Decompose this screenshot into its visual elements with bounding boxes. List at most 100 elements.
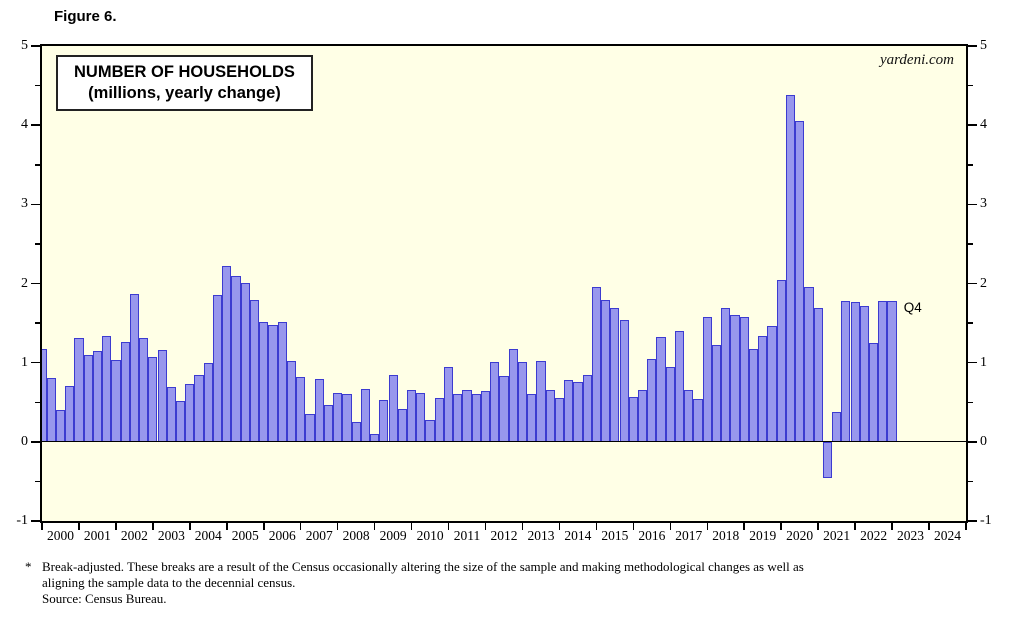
y-axis-label-left-5: 5 [21,38,28,53]
bar-2008Q3 [360,388,370,442]
bar-2018Q2 [721,308,731,442]
axis-tick [632,523,635,530]
bar-2022Q2 [868,342,879,442]
bar-2012Q2 [499,376,509,442]
footnote: * Break-adjusted. These breaks are a res… [25,559,1000,607]
bar-2011Q1 [453,394,463,442]
axis-tick [31,124,40,126]
axis-tick [31,520,40,522]
bar-2021Q3 [841,300,851,442]
axis-tick [35,164,40,166]
y-axis-label-right-1: 1 [980,354,987,370]
chart-title-box: NUMBER OF HOUSEHOLDS (millions, yearly c… [56,55,313,112]
y-axis-label-right-3: 3 [980,196,987,212]
bar-2015Q3 [619,319,629,442]
x-axis-year-2018: 2018 [712,528,740,543]
bar-2014Q3 [582,375,592,442]
bar-2017Q1 [674,331,685,442]
axis-tick [780,523,782,530]
x-axis-year-2006: 2006 [268,528,296,543]
bar-2014Q1 [564,380,574,442]
y-axis-label-right-0: 0 [980,433,987,449]
bar-2018Q1 [711,345,722,442]
bar-2020Q4 [813,308,823,442]
x-axis-year-2005: 2005 [231,528,259,543]
bar-2013Q3 [545,389,555,442]
axis-tick [854,523,856,530]
bar-2020Q2 [795,121,805,442]
axis-tick [968,401,973,403]
x-axis-year-2017: 2017 [675,528,703,543]
bar-2011Q4 [480,391,491,442]
y-axis-label-left-3: 3 [21,196,28,212]
bar-2019Q3 [767,326,777,442]
x-axis-year-2020: 2020 [786,528,814,543]
x-axis-year-2010: 2010 [416,528,444,543]
bar-2003Q3 [175,400,186,442]
zero-axis-line [42,441,966,443]
bar-2006Q2 [277,322,287,442]
axis-tick [189,523,191,530]
bar-2011Q2 [462,389,472,442]
axis-tick [968,124,977,126]
x-axis-year-2011: 2011 [453,528,481,543]
bar-2007Q3 [323,405,334,442]
bar-2013Q2 [536,361,546,442]
watermark-yardeni: yardeni.com [879,52,954,68]
axis-tick [669,523,672,530]
figure-label: Figure 6. [54,8,117,25]
axis-tick [152,523,154,530]
x-axis-year-2024: 2024 [934,528,961,543]
bar-2012Q1 [490,361,500,442]
axis-tick [891,523,893,530]
axis-tick [31,45,40,47]
axis-tick [447,523,450,530]
bar-2002Q3 [139,338,149,442]
bar-2021Q1 [822,441,832,479]
axis-tick [968,243,973,245]
y-axis-label-left-1: 1 [21,354,28,370]
bar-2014Q4 [591,286,601,442]
bar-2002Q1 [120,342,130,442]
bar-2022Q4 [887,300,897,442]
x-axis-year-2023: 2023 [897,528,925,543]
bar-2001Q3 [102,335,112,442]
bar-2010Q4 [443,366,454,442]
x-axis-year-2009: 2009 [379,528,407,543]
axis-tick [35,84,40,87]
axis-tick [968,45,977,47]
axis-tick [31,441,40,443]
bar-2007Q4 [333,392,343,442]
axis-tick [41,523,43,530]
axis-tick [31,282,40,285]
axis-tick [31,361,40,364]
bar-2001Q2 [92,350,103,442]
bar-2017Q3 [693,399,703,442]
axis-tick [521,523,524,530]
bar-2009Q2 [388,375,398,442]
bar-2003Q4 [185,384,195,442]
bar-2013Q4 [554,397,565,442]
axis-tick [595,523,598,530]
x-axis-year-2012: 2012 [490,528,518,543]
x-axis-year-2021: 2021 [823,528,851,543]
axis-tick [968,361,977,364]
bar-2005Q1 [231,275,241,442]
axis-tick [968,322,973,324]
axis-tick [263,523,265,530]
bar-2001Q1 [83,354,93,442]
x-axis-year-2001: 2001 [83,528,111,543]
bar-2005Q2 [240,282,250,442]
axis-tick [968,441,977,443]
axis-tick [817,523,819,530]
bar-2011Q3 [471,394,481,442]
y-axis-label-right-2: 2 [980,275,987,291]
axis-tick [115,523,117,530]
axis-tick [965,523,967,530]
axis-tick [706,523,709,530]
axis-tick [968,282,977,285]
y-axis-label-right-4: 4 [980,117,987,133]
axis-tick [410,523,413,530]
bar-2018Q4 [739,316,749,442]
bar-2004Q1 [194,375,204,442]
